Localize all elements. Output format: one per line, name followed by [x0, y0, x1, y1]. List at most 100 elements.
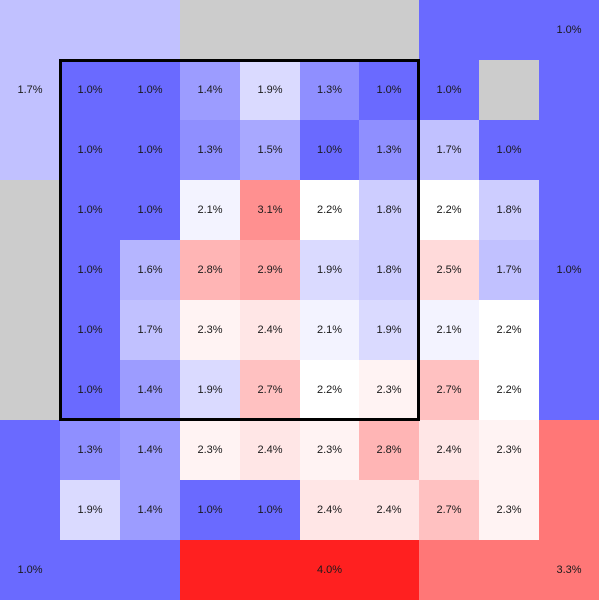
- heatmap-label: 1.0%: [257, 504, 283, 516]
- border-value-cell: [539, 0, 599, 60]
- heatmap-label: 2.3%: [197, 444, 223, 456]
- heatmap-cell: [359, 240, 419, 300]
- heatmap-label: 2.7%: [257, 384, 283, 396]
- heatmap-cell: [120, 240, 180, 300]
- heatmap-label: 2.4%: [316, 504, 343, 516]
- border-block-cell: [479, 60, 539, 120]
- heatmap-label: 2.4%: [257, 324, 283, 336]
- heatmap-label: 2.4%: [257, 444, 283, 456]
- heatmap-label: 1.8%: [376, 264, 402, 276]
- heatmap-label: 2.1%: [316, 324, 343, 336]
- heatmap-cell: [479, 480, 539, 540]
- heatmap-label: 1.9%: [376, 324, 402, 336]
- border-block-cell: [419, 540, 539, 600]
- heatmap-label: 1.4%: [137, 504, 163, 516]
- heatmap-label: 2.2%: [316, 204, 343, 216]
- heatmap-label: 1.3%: [316, 84, 343, 96]
- heatmap-cell: [479, 120, 539, 180]
- heatmap-label: 1.0%: [77, 384, 103, 396]
- heatmap-cell: [359, 420, 419, 480]
- heatmap-cell: [180, 300, 240, 360]
- heatmap-cell: [180, 480, 240, 540]
- heatmap-label: 1.0%: [197, 504, 223, 516]
- heatmap-cell: [60, 360, 120, 420]
- heatmap-label: 1.0%: [77, 204, 103, 216]
- heatmap-cell: [300, 180, 359, 240]
- heatmap-label: 1.4%: [197, 84, 223, 96]
- heatmap-cell: [419, 300, 479, 360]
- heatmap-cell: [419, 420, 479, 480]
- heatmap-label: 1.3%: [77, 444, 103, 456]
- heatmap-cell: [240, 60, 300, 120]
- heatmap-cell: [240, 360, 300, 420]
- heatmap-label: 2.4%: [376, 504, 402, 516]
- heatmap-label: 1.0%: [436, 84, 462, 96]
- heatmap-cell: [180, 240, 240, 300]
- heatmap-label: 1.9%: [316, 264, 343, 276]
- heatmap-label: 1.0%: [77, 144, 103, 156]
- heatmap-cell: [120, 360, 180, 420]
- border-block-cell: [60, 0, 180, 60]
- heatmap-label: 2.4%: [436, 444, 462, 456]
- heatmap-cell: [300, 480, 359, 540]
- heatmap-label: 2.8%: [376, 444, 402, 456]
- heatmap-cell: [419, 60, 479, 120]
- heatmap-cell: [419, 240, 479, 300]
- heatmap-cell: [479, 360, 539, 420]
- heatmap-label: 2.7%: [436, 384, 462, 396]
- heatmap-label: 2.2%: [316, 384, 343, 396]
- heatmap-label: 2.1%: [197, 204, 223, 216]
- heatmap-label: 1.9%: [77, 504, 103, 516]
- heatmap-cell: [240, 480, 300, 540]
- heatmap-cell: [359, 60, 419, 120]
- heatmap-label: 2.2%: [436, 204, 462, 216]
- heatmap-cell: [180, 420, 240, 480]
- heatmap-label: 1.0%: [376, 84, 402, 96]
- heatmap-cell: [240, 240, 300, 300]
- heatmap-cell: [300, 120, 359, 180]
- heatmap-cell: [60, 300, 120, 360]
- heatmap-label: 1.0%: [137, 84, 163, 96]
- border-value-label: 3.3%: [556, 564, 582, 576]
- heatmap-cell: [419, 480, 479, 540]
- heatmap-cell: [300, 360, 359, 420]
- heatmap-label: 1.0%: [496, 144, 522, 156]
- heatmap-cell: [120, 180, 180, 240]
- heatmap-label: 1.4%: [137, 444, 163, 456]
- heatmap-label: 1.0%: [77, 264, 103, 276]
- border-value-label: 1.0%: [556, 24, 582, 36]
- heatmap-label: 1.0%: [316, 144, 343, 156]
- heatmap-cell: [60, 120, 120, 180]
- heatmap-cell: [120, 300, 180, 360]
- heatmap-cell: [359, 120, 419, 180]
- heatmap-cell: [359, 300, 419, 360]
- heatmap-cell: [419, 360, 479, 420]
- heatmap-cell: [359, 360, 419, 420]
- heatmap-label: 1.6%: [137, 264, 163, 276]
- heatmap-label: 1.8%: [376, 204, 402, 216]
- border-value-label: 4.0%: [316, 564, 343, 576]
- heatmap-label: 2.9%: [257, 264, 283, 276]
- heatmap-cell: [359, 480, 419, 540]
- heatmap-label: 3.1%: [257, 204, 283, 216]
- heatmap-cell: [180, 360, 240, 420]
- highlight-box: [59, 59, 420, 421]
- border-value-cell: [300, 540, 359, 600]
- heatmap-label: 2.1%: [436, 324, 462, 336]
- heatmap-cell: [300, 420, 359, 480]
- heatmap-label: 2.3%: [197, 324, 223, 336]
- heatmap-label: 2.5%: [436, 264, 462, 276]
- border-value-label: 1.0%: [17, 564, 43, 576]
- border-block-cell: [0, 180, 60, 420]
- heatmap-cell: [180, 180, 240, 240]
- border-block-cell: [180, 0, 419, 60]
- heatmap-cell: [60, 480, 120, 540]
- heatmap-cell: [120, 60, 180, 120]
- heatmap-cell: [479, 240, 539, 300]
- heatmap-label: 1.4%: [137, 384, 163, 396]
- border-value-cell: [539, 540, 599, 600]
- heatmap-label: 1.8%: [496, 204, 522, 216]
- border-value-cell: [0, 540, 60, 600]
- heatmap-label: 2.3%: [316, 444, 343, 456]
- heatmap-label: 1.7%: [496, 264, 522, 276]
